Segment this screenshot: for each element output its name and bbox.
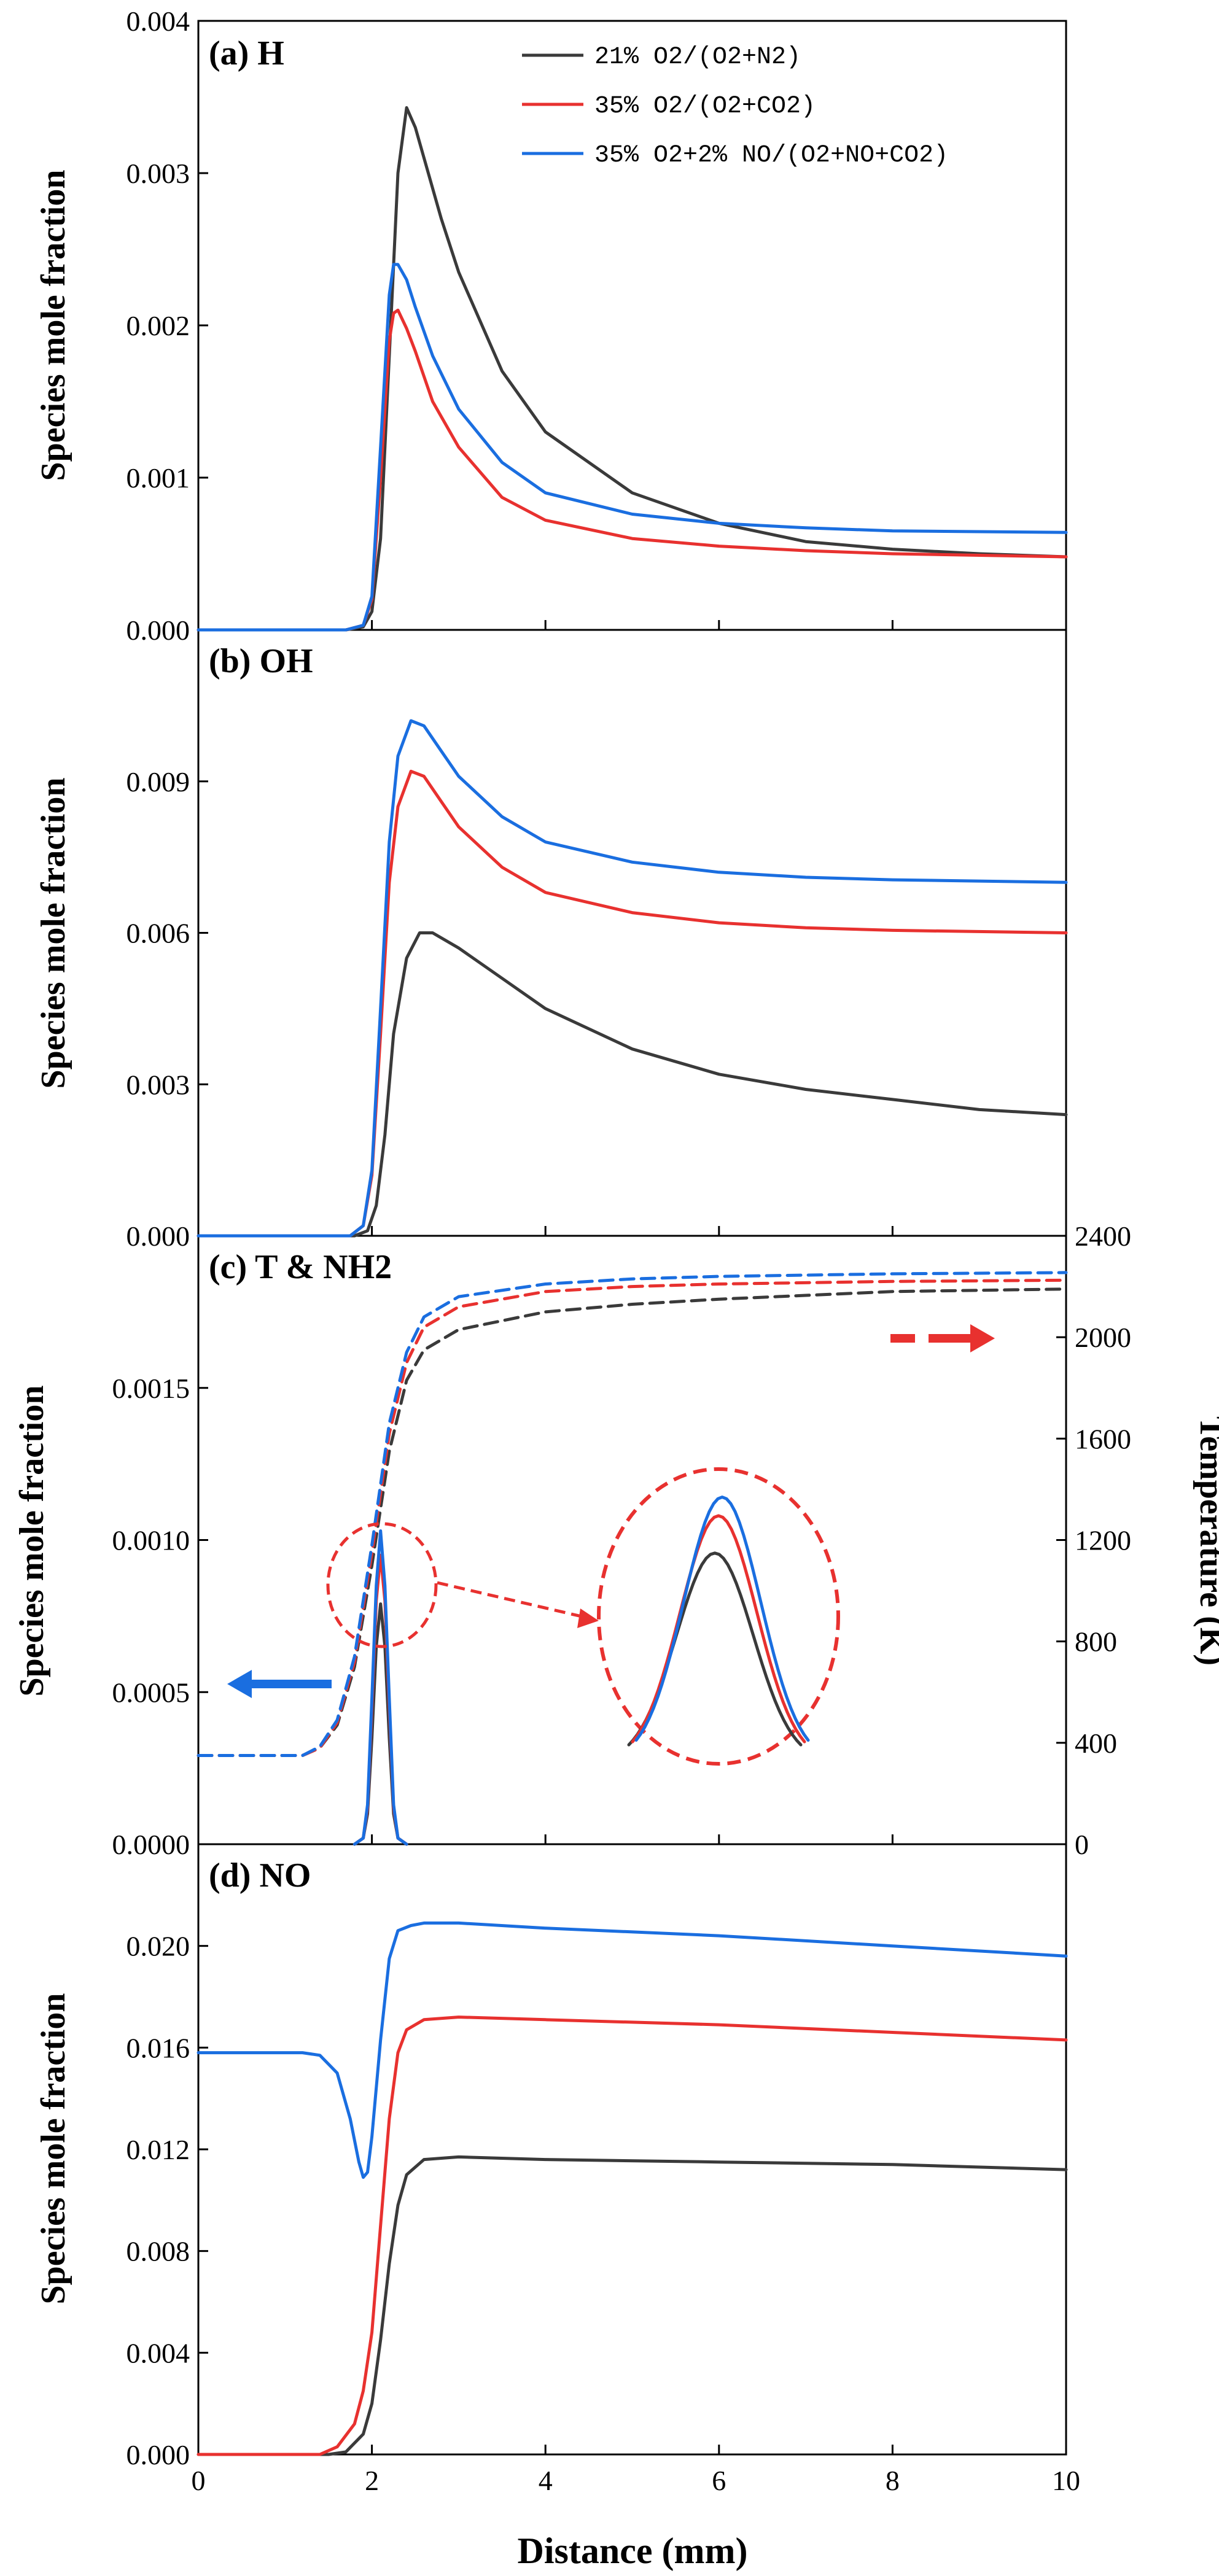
xtick-label: 0 [192,2465,206,2496]
ytick-label: 0.0000 [112,1829,190,1860]
ytick-label: 0.000 [127,615,190,646]
legend-entry-2: 35% O2/(O2+CO2) [594,93,816,120]
y2tick-label: 400 [1075,1728,1117,1759]
panel-c-frame [197,1235,1067,1845]
ytick-label: 0.020 [127,1931,190,1962]
ytick-label: 0.012 [127,2134,190,2165]
series-line-1 [352,1602,408,1846]
series-line-2 [197,308,1068,632]
xtick-label: 2 [365,2465,379,2496]
xtick-label: 4 [539,2465,553,2496]
ytick-label: 0.016 [127,2032,190,2063]
zoom-circle-small [326,1522,438,1648]
ytick-label: 0.008 [127,2236,190,2267]
ytick-label: 0.003 [127,158,190,189]
ytick-label: 0.0005 [112,1677,190,1708]
y2tick-label: 2400 [1075,1220,1131,1252]
panel-c-annotations [227,1324,995,1766]
y2tick-label: 800 [1075,1626,1117,1658]
series-line-1 [197,2155,1068,2456]
ytick-label: 0.009 [127,766,190,797]
ytick-label: 0.000 [127,1220,190,1252]
panel-c-y2label: Temperature (K) [1193,1416,1219,1666]
ytick-label: 0.004 [127,6,190,37]
series-line-6 [197,1271,1068,1757]
ytick-label: 0.000 [127,2439,190,2470]
legend-entry-1: 21% O2/(O2+N2) [594,44,801,71]
series-line-3 [197,719,1068,1238]
y2tick-label: 1600 [1075,1423,1131,1454]
inset-curves [627,1496,810,1747]
right-axis-arrow-head [970,1324,995,1352]
series-line-3 [197,1921,1068,2179]
ytick-label: 0.0015 [112,1373,190,1404]
panel-b-ylabel: Species mole fraction [34,778,72,1089]
left-axis-arrow-head [227,1670,252,1698]
y2tick-label: 2000 [1075,1322,1131,1353]
series-line-1 [197,106,1068,632]
y2tick-label: 1200 [1075,1525,1131,1556]
panel-b-frame [197,629,1067,1237]
inset-peak-3 [634,1496,810,1742]
panel-a-ylabel: Species mole fraction [34,170,72,481]
series-line-3 [197,263,1068,632]
panel-a-title: (a) H [209,34,284,72]
panel-c-ylabel: Species mole fraction [13,1386,51,1697]
panel-d-frame [197,1843,1067,2456]
zoom-connector-arrow [437,1581,590,1620]
inset-peak-1 [627,1551,803,1747]
legend: 21% O2/(O2+N2) 35% O2/(O2+CO2) 35% O2+2%… [522,44,948,169]
x-axis-label: Distance (mm) [518,2531,748,2571]
ytick-label: 0.006 [127,918,190,949]
y2tick-label: 0 [1075,1829,1089,1860]
series-line-3 [352,1529,408,1846]
ytick-label: 0.002 [127,310,190,341]
plot-layer: 0.000 0.001 0.002 0.003 0.004 0.000 0.003 0.006… [112,6,1132,2496]
panel-d-title: (d) NO [209,1856,311,1895]
series-line-2 [197,769,1068,1238]
zoom-circle-large [597,1467,840,1766]
ytick-label: 0.003 [127,1069,190,1100]
series-line-2 [197,2015,1068,2456]
xtick-label: 10 [1052,2465,1080,2496]
ytick-label: 0.004 [127,2337,190,2368]
xtick-label: 8 [886,2465,900,2496]
panel-d-ylabel: Species mole fraction [34,1993,72,2305]
legend-entry-3: 35% O2+2% NO/(O2+NO+CO2) [594,142,948,169]
ytick-label: 0.0010 [112,1525,190,1556]
series-line-1 [197,931,1068,1238]
zoom-arrow-head [577,1608,599,1628]
xtick-label: 6 [712,2465,726,2496]
ytick-label: 0.001 [127,462,190,494]
inset-peak-2 [631,1514,806,1744]
panel-b-title: (b) OH [209,642,313,680]
panel-c-title: (c) T & NH2 [209,1248,392,1286]
